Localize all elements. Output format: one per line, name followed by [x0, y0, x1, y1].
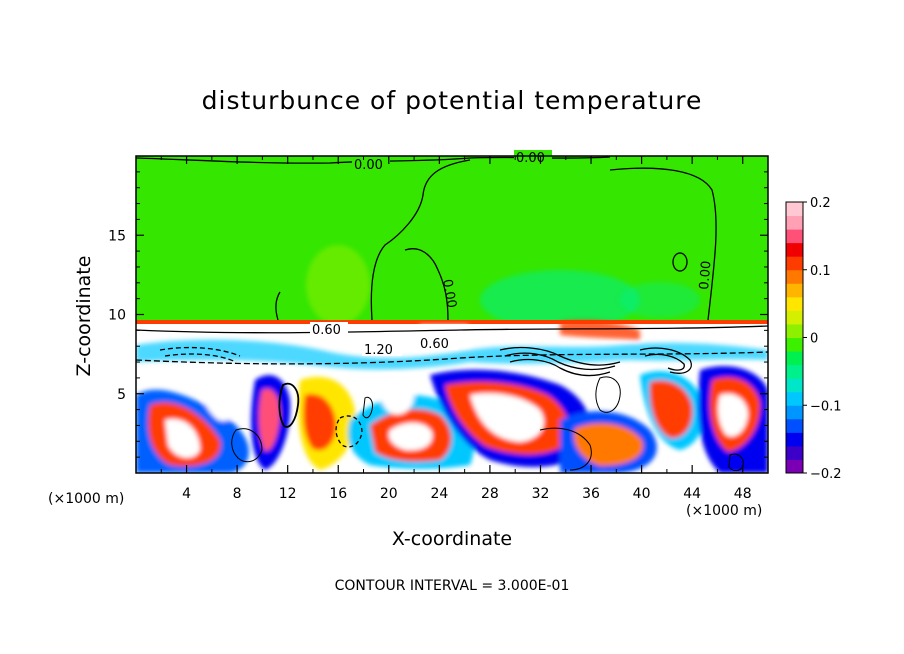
- y-axis-label: Z-coordinate: [73, 255, 95, 377]
- x-tick-label: 16: [329, 486, 347, 502]
- chart-title: disturbunce of potential temperature: [201, 86, 703, 115]
- colorbar-swatch: [786, 459, 803, 474]
- x-unit-label: (×1000 m): [48, 491, 125, 507]
- colorbar-swatch: [786, 337, 803, 352]
- colorbar-swatch: [786, 323, 803, 338]
- colorbar-swatch: [786, 391, 803, 406]
- colorbar-swatch: [786, 418, 803, 433]
- colorbar-swatch: [786, 215, 803, 230]
- contour-label: 0.60: [312, 323, 341, 338]
- colorbar-swatch: [786, 242, 803, 257]
- colorbar-tick-label: 0: [810, 332, 818, 347]
- x-tick-label: 8: [233, 486, 242, 502]
- x-tick-label: 44: [683, 486, 701, 502]
- colorbar-swatch: [786, 296, 803, 311]
- y-axis: 5 10 15: [108, 171, 768, 458]
- colorbar-swatch: [786, 364, 803, 379]
- field-cool-patch: [480, 270, 640, 330]
- x-tick-label: 32: [532, 486, 550, 502]
- contour-label: 0.00: [697, 260, 714, 290]
- field-cool-patch: [620, 282, 700, 318]
- contour-label-group: 0.00 0.00 0.00 0.00 0.60 1.20 0.60: [310, 150, 715, 358]
- x-unit-label: (×1000 m): [686, 503, 763, 519]
- x-tick-label: 4: [182, 486, 191, 502]
- x-tick-label: 36: [582, 486, 600, 502]
- x-tick-label: 48: [734, 486, 752, 502]
- colorbar-tick-label: 0.2: [810, 196, 831, 211]
- x-tick-label: 24: [430, 486, 448, 502]
- x-tick-label: 28: [481, 486, 499, 502]
- colorbar-tick-label: 0.1: [810, 264, 831, 279]
- x-axis-label: X-coordinate: [391, 528, 513, 550]
- y-tick-label: 15: [108, 228, 126, 244]
- contour-label: 1.20: [364, 343, 393, 358]
- colorbar-swatch: [786, 229, 803, 244]
- contour-label: 0.00: [516, 151, 545, 166]
- colorbar: 0.2 0.1 0 −0.1 −0.2: [785, 196, 842, 482]
- colorbar-swatch: [786, 310, 803, 325]
- x-tick-label: 20: [380, 486, 398, 502]
- colorbar-swatch: [786, 269, 803, 284]
- contour-lines: [136, 156, 768, 472]
- colorbar-swatch: [786, 405, 803, 420]
- field-warm-patch: [306, 245, 370, 325]
- field-lower-blobs: [136, 320, 768, 473]
- x-axis: 4 8 12 16 20 24 28 32 36 40 44 48: [160, 156, 752, 502]
- colorbar-swatch: [786, 445, 803, 460]
- colorbar-swatch: [786, 283, 803, 298]
- y-tick-label: 5: [117, 387, 126, 403]
- colorbar-tick-label: −0.1: [810, 399, 842, 414]
- contour-label: 0.00: [439, 278, 459, 309]
- contour-interval-note: CONTOUR INTERVAL = 3.000E-01: [334, 578, 570, 594]
- colorbar-swatch: [786, 432, 803, 447]
- y-tick-label: 10: [108, 308, 126, 324]
- contour-label: 0.00: [354, 158, 383, 173]
- x-tick-label: 40: [633, 486, 651, 502]
- x-tick-label: 12: [279, 486, 297, 502]
- heatmap-field: [136, 156, 768, 473]
- colorbar-swatch: [786, 378, 803, 393]
- colorbar-tick-label: −0.2: [810, 467, 842, 482]
- colorbar-swatch: [786, 256, 803, 271]
- colorbar-swatch: [786, 202, 803, 217]
- colorbar-swatch: [786, 351, 803, 366]
- field-boundary-band: [136, 320, 768, 324]
- contour-label: 0.60: [420, 337, 449, 352]
